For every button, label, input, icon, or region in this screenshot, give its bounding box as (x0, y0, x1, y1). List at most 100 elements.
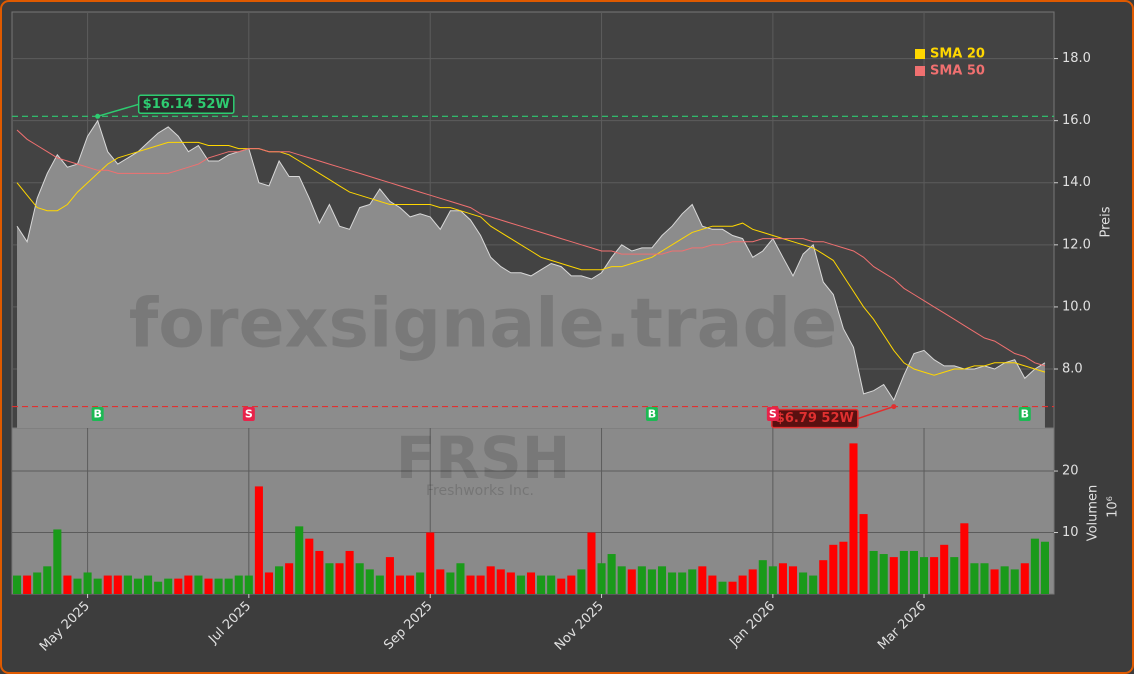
volume-bar (335, 563, 344, 594)
volume-bar (819, 560, 828, 594)
volume-bar (516, 575, 525, 594)
volume-bar (879, 554, 888, 594)
volume-bar (537, 575, 546, 594)
volume-bar (799, 572, 808, 594)
y-tick-label: 10.0 (1062, 299, 1091, 314)
volume-bar (647, 569, 656, 594)
volume-bar (688, 569, 697, 594)
volume-bar (194, 575, 203, 594)
volume-bar (254, 486, 263, 594)
y-tick-label: 8.0 (1062, 362, 1083, 377)
annotation-point (95, 113, 101, 119)
signal-label: B (648, 408, 656, 421)
volume-bar (617, 566, 626, 594)
volume-bar (164, 578, 173, 594)
volume-bar (668, 572, 677, 594)
volume-bar (53, 529, 62, 594)
signal-label: S (769, 408, 777, 421)
volume-bar (93, 578, 102, 594)
volume-bar (960, 523, 969, 594)
volume-bar (909, 550, 918, 594)
volume-bar (113, 575, 122, 594)
volume-bar (63, 575, 72, 594)
volume-bar (446, 572, 455, 594)
y-tick-label: 12.0 (1062, 237, 1091, 252)
volume-bar (496, 569, 505, 594)
y2-offset: 10⁶ (1106, 496, 1121, 518)
volume-bar (416, 572, 425, 594)
volume-bar (506, 572, 515, 594)
volume-bar (154, 581, 163, 594)
volume-bar (103, 575, 112, 594)
volume-bar (567, 575, 576, 594)
volume-bar (829, 544, 838, 594)
volume-bar (23, 575, 32, 594)
volume-bar (345, 550, 354, 594)
volume-bar (295, 526, 304, 594)
y-tick-label: 14.0 (1062, 175, 1091, 190)
volume-bar (980, 563, 989, 594)
annotation-label: $6.79 52W (776, 411, 854, 426)
symbol: FRSH (396, 424, 571, 492)
volume-bar (970, 563, 979, 594)
volume-bar (73, 578, 82, 594)
volume-bar (174, 578, 183, 594)
volume-bar (234, 575, 243, 594)
signal-label: B (93, 408, 101, 421)
volume-bar (678, 572, 687, 594)
legend-label: SMA 20 (930, 47, 985, 62)
volume-bar (264, 572, 274, 594)
y-tick-label: 16.0 (1062, 113, 1091, 128)
volume-bar (577, 569, 586, 594)
price-area (17, 120, 1045, 428)
signal-label: B (1021, 408, 1029, 421)
signal-marker (1018, 407, 1031, 421)
volume-bar (708, 575, 717, 594)
y2-axis-label: Volumen (1086, 485, 1101, 542)
y2-tick-label: 20 (1062, 464, 1079, 479)
signal-marker (242, 407, 255, 421)
volume-bar (859, 514, 868, 594)
volume-bar (718, 581, 727, 594)
volume-bar (43, 566, 52, 594)
volume-bar (839, 541, 848, 594)
volume-bar (940, 544, 949, 594)
volume-bar (899, 550, 908, 594)
volume-bar (204, 578, 213, 594)
volume-bar (426, 532, 435, 594)
volume-bar (486, 566, 495, 594)
volume-bar (123, 575, 132, 594)
annotation-arrow (857, 405, 895, 420)
legend-swatch (915, 49, 925, 59)
volume-bar (1030, 538, 1039, 594)
volume-bar (133, 578, 143, 594)
volume-bar (728, 581, 737, 594)
volume-bar (597, 563, 606, 594)
volume-bar (365, 569, 374, 594)
volume-bar (919, 557, 929, 594)
volume-bar (144, 575, 153, 594)
volume-bar (375, 575, 384, 594)
volume-bar (13, 575, 22, 594)
company: Freshworks Inc. (426, 483, 534, 499)
volume-bar (930, 557, 939, 594)
volume-bar (526, 572, 536, 594)
volume-bar (476, 575, 485, 594)
volume-bar (436, 569, 445, 594)
marks (13, 119, 1049, 594)
volume-bar (224, 578, 233, 594)
volume-bar (778, 563, 787, 594)
volume-bar (1000, 566, 1009, 594)
volume-bar (607, 554, 616, 594)
signal-label: S (245, 408, 253, 421)
volume-bar (275, 566, 284, 594)
volume-bar (788, 566, 798, 594)
y-tick-label: 18.0 (1062, 51, 1091, 66)
volume-bar (244, 575, 253, 594)
volume-bar (698, 566, 707, 594)
signal-marker (766, 407, 779, 421)
volume-bar (950, 557, 959, 594)
annotation-arrow (97, 103, 139, 118)
watermark: forexsignale.trade (129, 285, 838, 364)
volume-bar (214, 578, 223, 594)
